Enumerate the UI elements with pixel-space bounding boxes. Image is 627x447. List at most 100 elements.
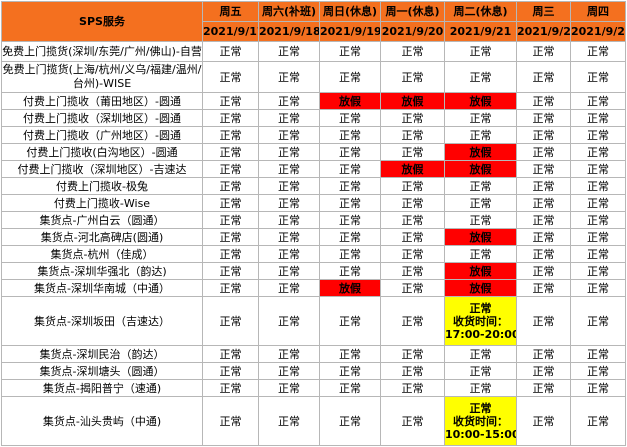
normal-status-cell: 正常	[202, 379, 259, 397]
normal-status-cell: 正常	[516, 379, 571, 397]
service-name-cell: 集货点-深圳塘头（圆通）	[1, 362, 203, 380]
table-row: 集货点-深圳塘头（圆通） 正常 正常 正常 正常 正常 正常 正常	[1, 362, 626, 380]
normal-status-cell: 正常	[516, 262, 571, 280]
normal-status-cell: 正常	[202, 109, 259, 127]
normal-status-cell: 正常	[380, 296, 445, 346]
special-hours-line: 收货时间：	[453, 414, 508, 428]
table-row: 付费上门揽收（广州地区）-圆通 正常 正常 正常 正常 正常 正常 正常	[1, 126, 626, 144]
service-name-cell: 付费上门揽收（深圳地区）-吉速达	[1, 160, 203, 178]
service-name-cell: 集货点-揭阳普宁（速通)	[1, 379, 203, 397]
special-hours-line: 正常	[469, 301, 492, 315]
normal-status-cell: 正常	[570, 379, 626, 397]
normal-status-cell: 正常	[380, 379, 445, 397]
service-name-cell: 集货点-深圳华南城（中通）	[1, 279, 203, 297]
table-row: 集货点-深圳华南城（中通） 正常 正常 放假 正常 放假 正常 正常	[1, 279, 626, 297]
normal-status-cell: 正常	[202, 126, 259, 144]
normal-status-cell: 正常	[516, 92, 571, 110]
table-row: 付费上门揽收-Wise 正常 正常 正常 正常 正常 正常 正常	[1, 194, 626, 212]
normal-status-cell: 正常	[380, 211, 445, 229]
normal-status-cell: 正常	[258, 279, 320, 297]
normal-status-cell: 正常	[319, 211, 381, 229]
table-row: 免费上门揽货(深圳/东莞/广州/佛山)-自营 正常 正常 正常 正常 正常 正常 正常	[1, 41, 626, 62]
normal-status-cell: 正常	[570, 362, 626, 380]
normal-status-cell: 正常	[319, 245, 381, 263]
normal-status-cell: 正常	[516, 345, 571, 363]
normal-status-cell: 正常	[258, 296, 320, 346]
normal-status-cell: 正常	[202, 228, 259, 246]
table-row: 付费上门揽收（莆田地区）-圆通 正常 正常 放假 放假 放假 正常 正常	[1, 92, 626, 110]
normal-status-cell: 正常	[516, 362, 571, 380]
normal-status-cell: 正常	[444, 177, 517, 195]
normal-status-cell: 正常	[570, 61, 626, 93]
normal-status-cell: 正常	[516, 177, 571, 195]
normal-status-cell: 正常	[570, 109, 626, 127]
normal-status-cell: 正常	[380, 279, 445, 297]
normal-status-cell: 正常	[570, 396, 626, 446]
holiday-status-cell: 放假	[444, 160, 517, 178]
holiday-status-cell: 放假	[319, 92, 381, 110]
normal-status-cell: 正常	[319, 126, 381, 144]
normal-status-cell: 正常	[380, 362, 445, 380]
table-row: 付费上门揽收-极兔 正常 正常 正常 正常 正常 正常 正常	[1, 177, 626, 195]
normal-status-cell: 正常	[516, 211, 571, 229]
date-header: 2021/9/23	[570, 21, 626, 42]
table-row: 集货点-深圳华强北（韵达) 正常 正常 正常 正常 放假 正常 正常	[1, 262, 626, 280]
normal-status-cell: 正常	[380, 345, 445, 363]
normal-status-cell: 正常	[444, 245, 517, 263]
table-row: 集货点-广州白云（圆通） 正常 正常 正常 正常 正常 正常 正常	[1, 211, 626, 229]
normal-status-cell: 正常	[380, 126, 445, 144]
holiday-status-cell: 放假	[380, 160, 445, 178]
special-hours-line: 17:00-20:00	[445, 327, 517, 341]
normal-status-cell: 正常	[319, 262, 381, 280]
holiday-status-cell: 放假	[444, 92, 517, 110]
normal-status-cell: 正常	[380, 194, 445, 212]
date-header: 2021/9/19	[319, 21, 381, 42]
date-header: 2021/9/18	[258, 21, 320, 42]
normal-status-cell: 正常	[570, 211, 626, 229]
normal-status-cell: 正常	[202, 177, 259, 195]
table-row: 免费上门揽货(上海/杭州/义乌/福建/温州/台州)-WISE 正常 正常 正常 正常 正常…	[1, 61, 626, 93]
normal-status-cell: 正常	[202, 41, 259, 62]
normal-status-cell: 正常	[258, 211, 320, 229]
service-name-cell: 免费上门揽货(上海/杭州/义乌/福建/温州/台州)-WISE	[1, 61, 203, 93]
normal-status-cell: 正常	[258, 379, 320, 397]
normal-status-cell: 正常	[202, 362, 259, 380]
normal-status-cell: 正常	[570, 296, 626, 346]
normal-status-cell: 正常	[319, 143, 381, 161]
table-row: 集货点-深圳坂田（吉速达） 正常 正常 正常 正常 正常 收货时间： 17:00-20:00 正…	[1, 296, 626, 346]
service-name-cell: 付费上门揽收-极兔	[1, 177, 203, 195]
service-name-cell: 集货点-深圳民治（韵达）	[1, 345, 203, 363]
normal-status-cell: 正常	[202, 296, 259, 346]
normal-status-cell: 正常	[380, 41, 445, 62]
table-row: 集货点-揭阳普宁（速通) 正常 正常 正常 正常 正常 正常 正常	[1, 379, 626, 397]
day-header: 周二(休息)	[444, 1, 517, 22]
table-row: 付费上门揽收（深圳地区）-吉速达 正常 正常 正常 放假 放假 正常 正常	[1, 160, 626, 178]
normal-status-cell: 正常	[319, 345, 381, 363]
normal-status-cell: 正常	[202, 194, 259, 212]
normal-status-cell: 正常	[444, 211, 517, 229]
normal-status-cell: 正常	[444, 379, 517, 397]
normal-status-cell: 正常	[444, 194, 517, 212]
table-row: 集货点-杭州（佳成） 正常 正常 正常 正常 正常 正常 正常	[1, 245, 626, 263]
normal-status-cell: 正常	[319, 362, 381, 380]
normal-status-cell: 正常	[516, 61, 571, 93]
normal-status-cell: 正常	[516, 41, 571, 62]
normal-status-cell: 正常	[319, 61, 381, 93]
special-hours-cell: 正常 收货时间： 17:00-20:00	[444, 296, 517, 346]
normal-status-cell: 正常	[202, 160, 259, 178]
normal-status-cell: 正常	[570, 92, 626, 110]
service-name-cell: 付费上门揽收（广州地区）-圆通	[1, 126, 203, 144]
normal-status-cell: 正常	[380, 177, 445, 195]
normal-status-cell: 正常	[258, 109, 320, 127]
normal-status-cell: 正常	[516, 228, 571, 246]
normal-status-cell: 正常	[570, 228, 626, 246]
day-header: 周日(休息)	[319, 1, 381, 22]
table-row: 付费上门揽收（深圳地区）-圆通 正常 正常 正常 正常 正常 正常 正常	[1, 109, 626, 127]
normal-status-cell: 正常	[319, 228, 381, 246]
normal-status-cell: 正常	[516, 160, 571, 178]
special-hours-line: 正常	[469, 401, 492, 415]
service-name-cell: 付费上门揽收(白沟地区）-圆通	[1, 143, 203, 161]
normal-status-cell: 正常	[516, 126, 571, 144]
normal-status-cell: 正常	[444, 41, 517, 62]
